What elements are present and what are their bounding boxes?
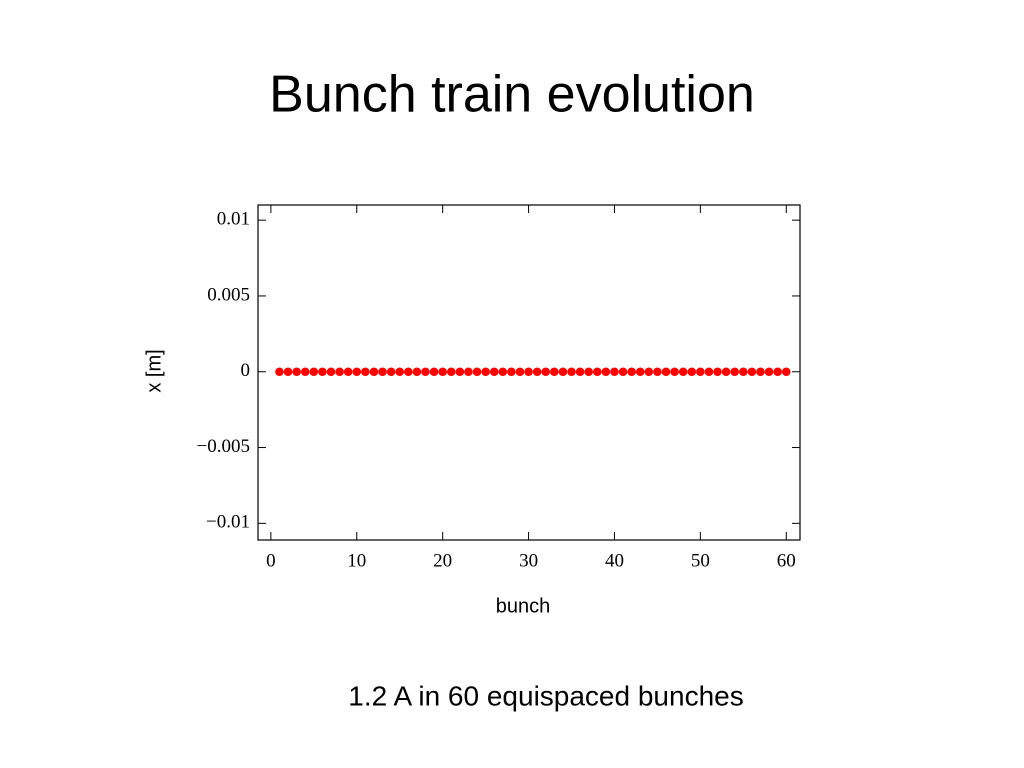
y-tick-label: −0.01 — [206, 512, 250, 533]
data-point — [773, 367, 782, 377]
x-axis-label: bunch — [496, 595, 551, 617]
x-tick-label: 40 — [605, 550, 624, 571]
x-tick-label: 30 — [519, 550, 538, 571]
data-point — [713, 367, 722, 377]
data-point — [739, 367, 748, 377]
data-point — [283, 367, 293, 377]
caption: 1.2 A in 60 equispaced bunches — [348, 680, 743, 711]
y-tick-label: 0.005 — [207, 284, 250, 305]
data-point — [524, 367, 533, 377]
data-point — [515, 367, 525, 377]
data-point — [764, 367, 774, 377]
data-point — [610, 367, 619, 377]
data-point — [326, 367, 336, 377]
data-point — [275, 367, 284, 377]
data-point — [541, 367, 551, 377]
data-point — [747, 367, 757, 377]
data-point — [481, 367, 490, 377]
y-tick-label: −0.005 — [197, 436, 250, 457]
data-point — [404, 367, 413, 377]
data-point — [756, 367, 765, 377]
data-point — [472, 367, 482, 377]
data-point — [464, 367, 473, 377]
data-point — [343, 367, 353, 377]
data-point — [300, 367, 310, 377]
data-point — [618, 367, 628, 377]
data-point — [429, 367, 439, 377]
data-point — [507, 367, 516, 377]
data-point — [318, 367, 327, 377]
data-point — [575, 367, 585, 377]
data-point — [653, 367, 662, 377]
data-point — [781, 367, 791, 377]
data-point — [627, 367, 636, 377]
data-point — [489, 367, 499, 377]
data-point — [361, 367, 370, 377]
x-tick-label: 20 — [433, 550, 452, 571]
data-point — [532, 367, 542, 377]
data-point — [730, 367, 740, 377]
data-point — [498, 367, 508, 377]
data-point — [412, 367, 422, 377]
data-point — [421, 367, 430, 377]
data-point — [661, 367, 671, 377]
data-point — [670, 367, 679, 377]
y-tick-label: 0 — [241, 360, 251, 381]
data-point — [678, 367, 688, 377]
data-point — [687, 367, 697, 377]
data-point — [352, 367, 362, 377]
data-point — [558, 367, 568, 377]
data-point — [395, 367, 405, 377]
data-point — [696, 367, 705, 377]
data-point — [335, 367, 344, 377]
x-tick-label: 50 — [691, 550, 710, 571]
data-point — [601, 367, 611, 377]
data-point — [386, 367, 396, 377]
data-point — [635, 367, 645, 377]
data-point — [438, 367, 447, 377]
y-tick-label: 0.01 — [217, 209, 250, 230]
data-point — [592, 367, 602, 377]
data-point — [446, 367, 456, 377]
y-axis-label: x [m] — [143, 349, 165, 392]
data-point — [455, 367, 465, 377]
x-tick-label: 0 — [266, 550, 276, 571]
x-tick-label: 60 — [777, 550, 796, 571]
x-tick-label: 10 — [347, 550, 366, 571]
data-point — [550, 367, 559, 377]
data-point — [721, 367, 731, 377]
data-point — [584, 367, 593, 377]
data-point — [567, 367, 576, 377]
data-point — [309, 367, 319, 377]
data-point — [704, 367, 714, 377]
data-point — [378, 367, 387, 377]
data-point — [292, 367, 301, 377]
data-point — [369, 367, 379, 377]
slide-title: Bunch train evolution — [269, 66, 755, 124]
data-point — [644, 367, 654, 377]
